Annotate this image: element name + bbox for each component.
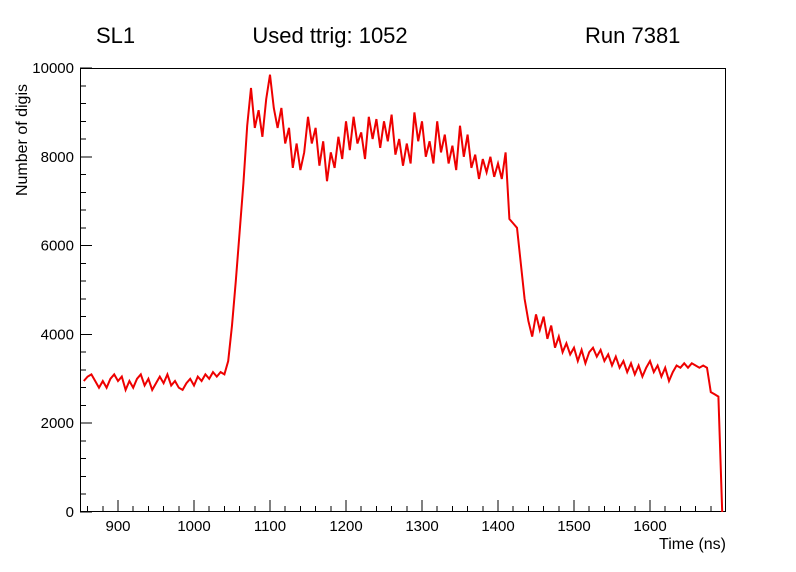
timebox-line xyxy=(83,74,724,513)
axis-ticks xyxy=(80,67,712,513)
data-series xyxy=(83,74,724,513)
x-tick-label: 1300 xyxy=(405,518,438,535)
x-tick-label: 1200 xyxy=(329,518,362,535)
axis-tick-labels: 900 1000 1100 1200 1300 1400 1500 1600 0 2000 4000… xyxy=(32,60,666,535)
x-tick-label: 1400 xyxy=(481,518,514,535)
plot-frame xyxy=(80,68,726,512)
x-tick-label: 1000 xyxy=(177,518,210,535)
x-tick-label: 1500 xyxy=(557,518,590,535)
run-number-label: Run 7381 xyxy=(585,23,681,48)
y-tick-label: 10000 xyxy=(32,60,74,77)
y-tick-label: 4000 xyxy=(41,326,74,343)
y-tick-label: 6000 xyxy=(41,238,74,255)
y-tick-label: 8000 xyxy=(41,149,74,166)
y-tick-label: 0 xyxy=(66,504,74,521)
x-tick-label: 1100 xyxy=(254,518,286,535)
superlayer-label: SL1 xyxy=(96,23,136,48)
y-tick-label: 2000 xyxy=(41,415,74,432)
plot-title: Used ttrig: 1052 xyxy=(252,23,408,48)
x-tick-label: 900 xyxy=(105,518,130,535)
x-axis-title: Time (ns) xyxy=(659,536,726,553)
x-tick-label: 1600 xyxy=(633,518,666,535)
